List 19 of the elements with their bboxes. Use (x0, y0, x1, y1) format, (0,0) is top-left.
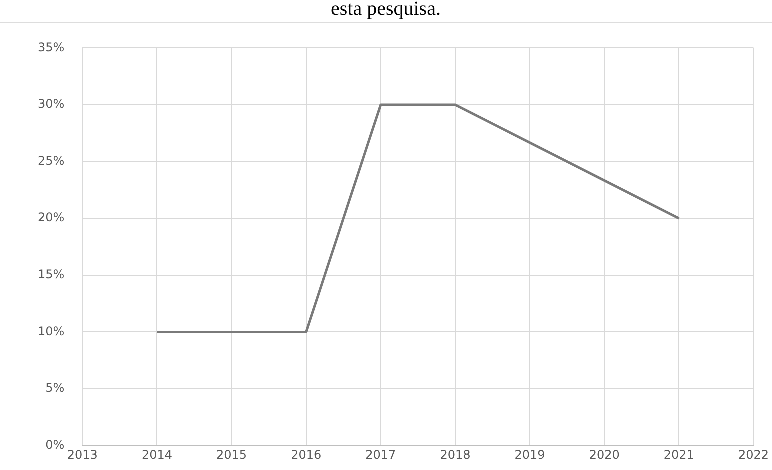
x-tick-label: 2016 (291, 448, 322, 462)
y-tick-label: 10% (38, 324, 65, 338)
x-tick-label: 2017 (366, 448, 396, 462)
x-tick-label: 2018 (440, 448, 471, 462)
x-tick-label: 2015 (216, 448, 248, 462)
x-tick-label: 2019 (514, 448, 546, 462)
x-tick-label: 2013 (67, 448, 98, 462)
y-tick-label: 15% (38, 268, 65, 282)
y-tick-label: 5% (46, 381, 65, 396)
x-tick-label: 2014 (142, 448, 173, 462)
y-tick-label: 0% (46, 438, 65, 452)
y-tick-label: 35% (38, 40, 65, 54)
x-tick-label: 2020 (589, 448, 620, 462)
x-tick-label: 2022 (738, 448, 770, 462)
x-tick-label: 2021 (664, 448, 694, 462)
y-tick-label: 30% (38, 97, 65, 112)
chart-title: esta pesquisa. (0, 0, 772, 23)
y-tick-label: 20% (38, 210, 65, 225)
y-tick-label: 25% (38, 154, 65, 168)
